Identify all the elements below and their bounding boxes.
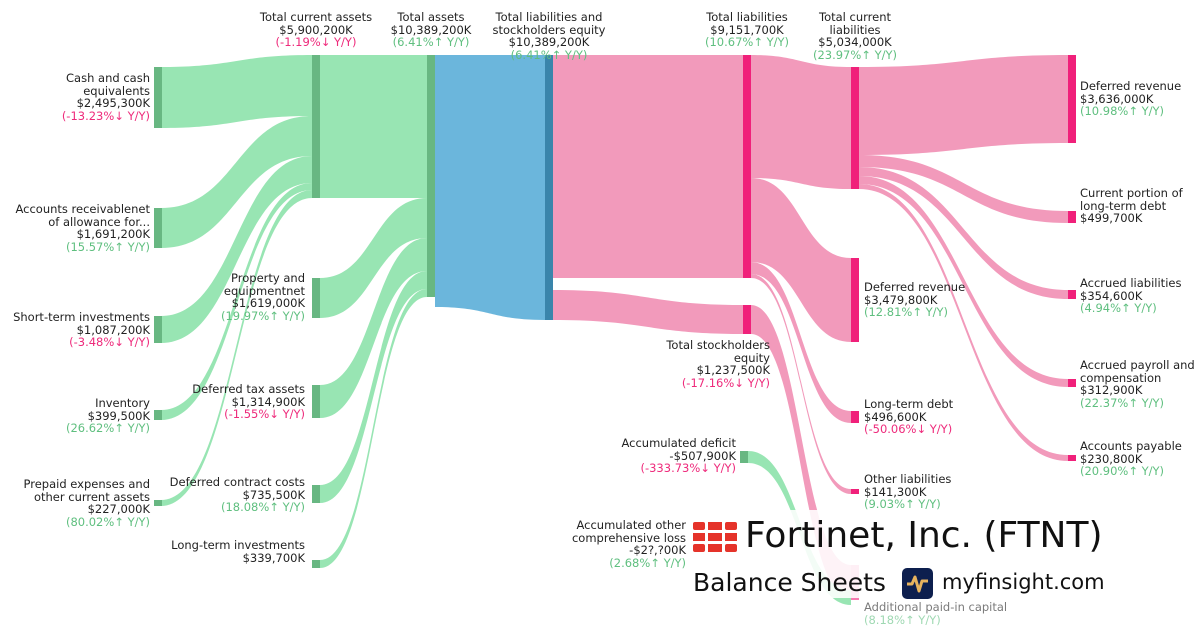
label-deferred-revenue-noncurrent: Deferred revenue $3,479,800K (12.81%↑ Y/Y) xyxy=(864,280,966,319)
label-tca: Total current assets $5,900,200K (-1.19%↓ … xyxy=(259,10,373,49)
node-tca[interactable] xyxy=(312,55,320,198)
flow-tlse-tse xyxy=(553,290,743,334)
flow-tl-ol xyxy=(751,274,851,494)
node-ppe[interactable] xyxy=(312,278,320,318)
flow-ar-tca xyxy=(161,116,312,248)
node-tse[interactable] xyxy=(743,305,751,334)
flow-tse-apic xyxy=(751,305,851,600)
flow-ppe-ta xyxy=(320,198,427,318)
flow-lti-ta xyxy=(320,289,427,568)
label-other-liabilities: Other liabilities $141,300K (9.03%↑ Y/Y) xyxy=(864,472,952,511)
node-apc[interactable] xyxy=(1068,379,1076,387)
label-tl: Total liabilities $9,151,700K (10.67%↑ Y/Y… xyxy=(704,10,790,49)
label-apic: Additional paid-in capital (8.18%↑ Y/Y) xyxy=(864,600,1008,627)
label-lti: Long-term investments $339,700K xyxy=(171,538,305,565)
flow-tl-tcl xyxy=(751,55,851,189)
node-prepaid[interactable] xyxy=(154,500,162,506)
label-ppe: Property and equipmentnet $1,619,000K (19.… xyxy=(220,271,305,323)
node-tlse[interactable] xyxy=(545,55,553,320)
fortinet-logo-icon xyxy=(693,522,737,552)
flow-dcc-ta xyxy=(320,271,427,503)
label-sti: Short-term investments $1,087,200K (-3.48%… xyxy=(13,310,150,349)
myfinsight-logo-icon xyxy=(902,568,933,599)
node-inventory[interactable] xyxy=(154,410,162,420)
flow-tcl-cpltd xyxy=(859,155,1068,223)
node-dcc[interactable] xyxy=(312,485,320,503)
label-ltd: Long-term debt $496,600K (-50.06%↓ Y/Y) xyxy=(864,397,954,436)
label-cpltd: Current portion of long-term debt $499,70… xyxy=(1080,186,1183,225)
node-tcl[interactable] xyxy=(851,67,859,189)
flow-tca-ta xyxy=(320,55,427,198)
node-al[interactable] xyxy=(1068,290,1076,299)
flow-ta-tlse xyxy=(435,55,545,320)
label-aoci: Accumulated other comprehensive loss -$2?… xyxy=(571,518,686,570)
flow-tlse-tl xyxy=(553,55,743,278)
flow-sti-tca xyxy=(161,156,312,343)
flow-inv-tca xyxy=(161,183,312,420)
label-accrued-liabilities: Accrued liabilities $354,600K (4.94%↑ Y/Y) xyxy=(1080,276,1182,315)
node-cash[interactable] xyxy=(154,67,162,128)
label-ar: Accounts receivablenet of allowance for.… xyxy=(15,202,150,254)
label-tcl: Total current liabilities $5,034,000K (23.… xyxy=(812,10,898,62)
flow-tcl-drc xyxy=(859,55,1068,155)
node-drnc[interactable] xyxy=(851,258,859,342)
label-cash: Cash and cash equivalents $2,495,300K (-13… xyxy=(61,71,150,123)
node-ltd[interactable] xyxy=(851,411,859,423)
label-ta: Total assets $10,389,200K (6.41%↑ Y/Y) xyxy=(390,10,472,49)
label-accounts-payable: Accounts payable $230,800K (20.90%↑ Y/Y) xyxy=(1080,439,1182,478)
label-dta: Deferred tax assets $1,314,900K (-1.55%↓ Y… xyxy=(192,382,305,421)
node-deficit[interactable] xyxy=(740,451,748,463)
flow-cash-tca xyxy=(161,55,312,128)
subtitle: Balance Sheets xyxy=(693,568,886,597)
node-dta[interactable] xyxy=(312,385,320,418)
flow-tcl-apc xyxy=(859,176,1068,387)
label-tlse: Total liabilities and stockholders equit… xyxy=(492,10,606,62)
flow-tl-ltd xyxy=(751,262,851,423)
node-lti[interactable] xyxy=(312,560,320,568)
label-deficit: Accumulated deficit -$507,900K (-333.73%↓ … xyxy=(621,436,736,475)
flow-tl-drnc xyxy=(751,178,851,342)
label-deferred-revenue-current: Deferred revenue $3,636,000K (10.98%↑ Y/Y) xyxy=(1080,79,1182,118)
label-inventory: Inventory $399,500K (26.62%↑ Y/Y) xyxy=(65,396,150,435)
node-cpltd[interactable] xyxy=(1068,211,1076,223)
node-sti[interactable] xyxy=(154,316,162,343)
node-ta[interactable] xyxy=(427,55,435,297)
site-name: myfinsight.com xyxy=(942,570,1105,594)
node-drc[interactable] xyxy=(1068,55,1076,143)
label-accrued-payroll: Accrued payroll and compensation $312,900… xyxy=(1080,358,1195,410)
node-ar[interactable] xyxy=(154,208,162,248)
node-ap[interactable] xyxy=(1068,455,1076,461)
label-dcc: Deferred contract costs $735,500K (18.08%↑… xyxy=(169,475,305,514)
company-title: Fortinet, Inc. (FTNT) xyxy=(745,515,1103,556)
flow-tcl-al xyxy=(859,167,1068,299)
flow-dta-ta xyxy=(320,238,427,418)
branding-overlay xyxy=(688,510,1100,598)
node-tl[interactable] xyxy=(743,55,751,278)
flow-tcl-ap xyxy=(859,184,1068,461)
label-tse: Total stockholders equity $1,237,500K (-17… xyxy=(666,338,770,390)
label-prepaid: Prepaid expenses and other current asset… xyxy=(23,477,150,529)
node-ol[interactable] xyxy=(851,489,859,494)
flow-prepaid-tca xyxy=(161,190,312,506)
